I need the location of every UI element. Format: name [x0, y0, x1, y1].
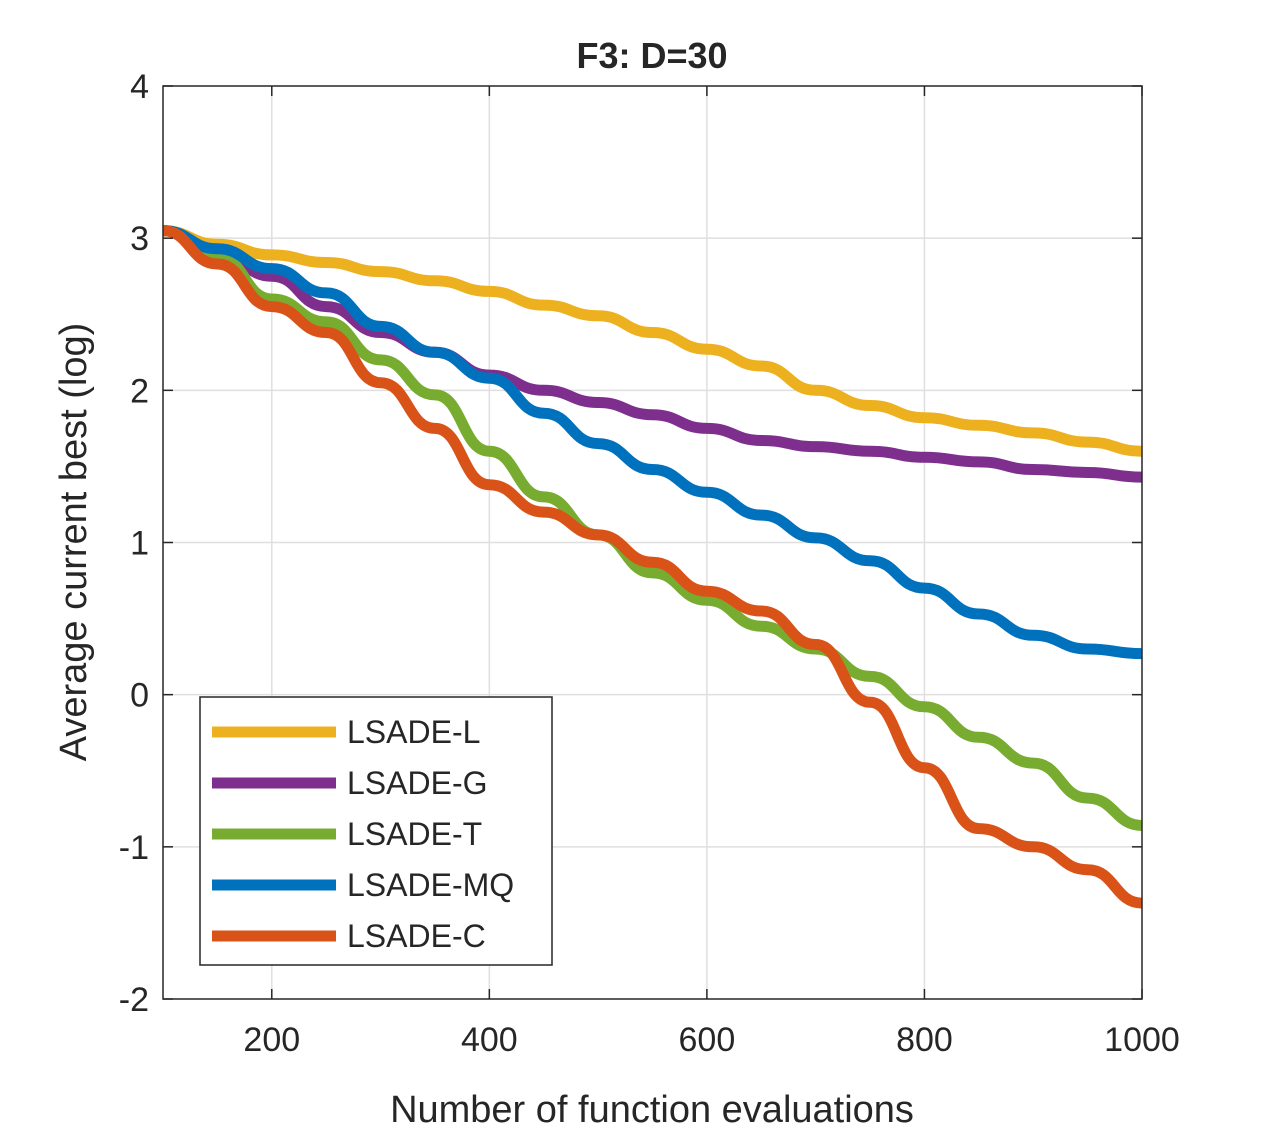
- series-line-lsade-g: [162, 225, 1143, 483]
- legend: LSADE-L LSADE-G LSADE-T LSADE-MQ LSADE-C: [199, 696, 553, 966]
- legend-label-lsade-c: LSADE-C: [347, 918, 486, 954]
- x-tick-label: 600: [679, 1021, 736, 1059]
- chart-title: F3: D=30: [576, 35, 727, 76]
- y-tick-label: 3: [130, 220, 149, 258]
- x-tick-label: 800: [896, 1021, 953, 1059]
- y-tick-label: 0: [130, 677, 149, 715]
- y-axis-label: Average current best (log): [53, 323, 95, 762]
- y-tick-label: 1: [130, 525, 149, 563]
- axes: [162, 85, 1143, 1000]
- series-group: [162, 225, 1143, 909]
- series-line-lsade-t: [162, 225, 1143, 831]
- tick-labels: 200 400 600 800 1000 -2 -1 0 1 2 3 4: [119, 68, 1180, 1059]
- y-tick-label: -2: [119, 981, 149, 1019]
- series-line-lsade-mq: [162, 225, 1143, 660]
- legend-label-lsade-t: LSADE-T: [347, 816, 482, 852]
- legend-label-lsade-mq: LSADE-MQ: [347, 867, 514, 903]
- y-tick-label: 4: [130, 68, 149, 106]
- x-tick-label: 400: [461, 1021, 518, 1059]
- y-tick-label: 2: [130, 372, 149, 410]
- x-tick-label: 1000: [1104, 1021, 1180, 1059]
- series-line-lsade-l: [162, 225, 1143, 457]
- series-line-lsade-c: [162, 225, 1143, 909]
- legend-label-lsade-g: LSADE-G: [347, 765, 487, 801]
- y-tick-label: -1: [119, 829, 149, 867]
- x-axis-label: Number of function evaluations: [390, 1089, 914, 1131]
- x-tick-label: 200: [243, 1021, 300, 1059]
- legend-label-lsade-l: LSADE-L: [347, 714, 480, 750]
